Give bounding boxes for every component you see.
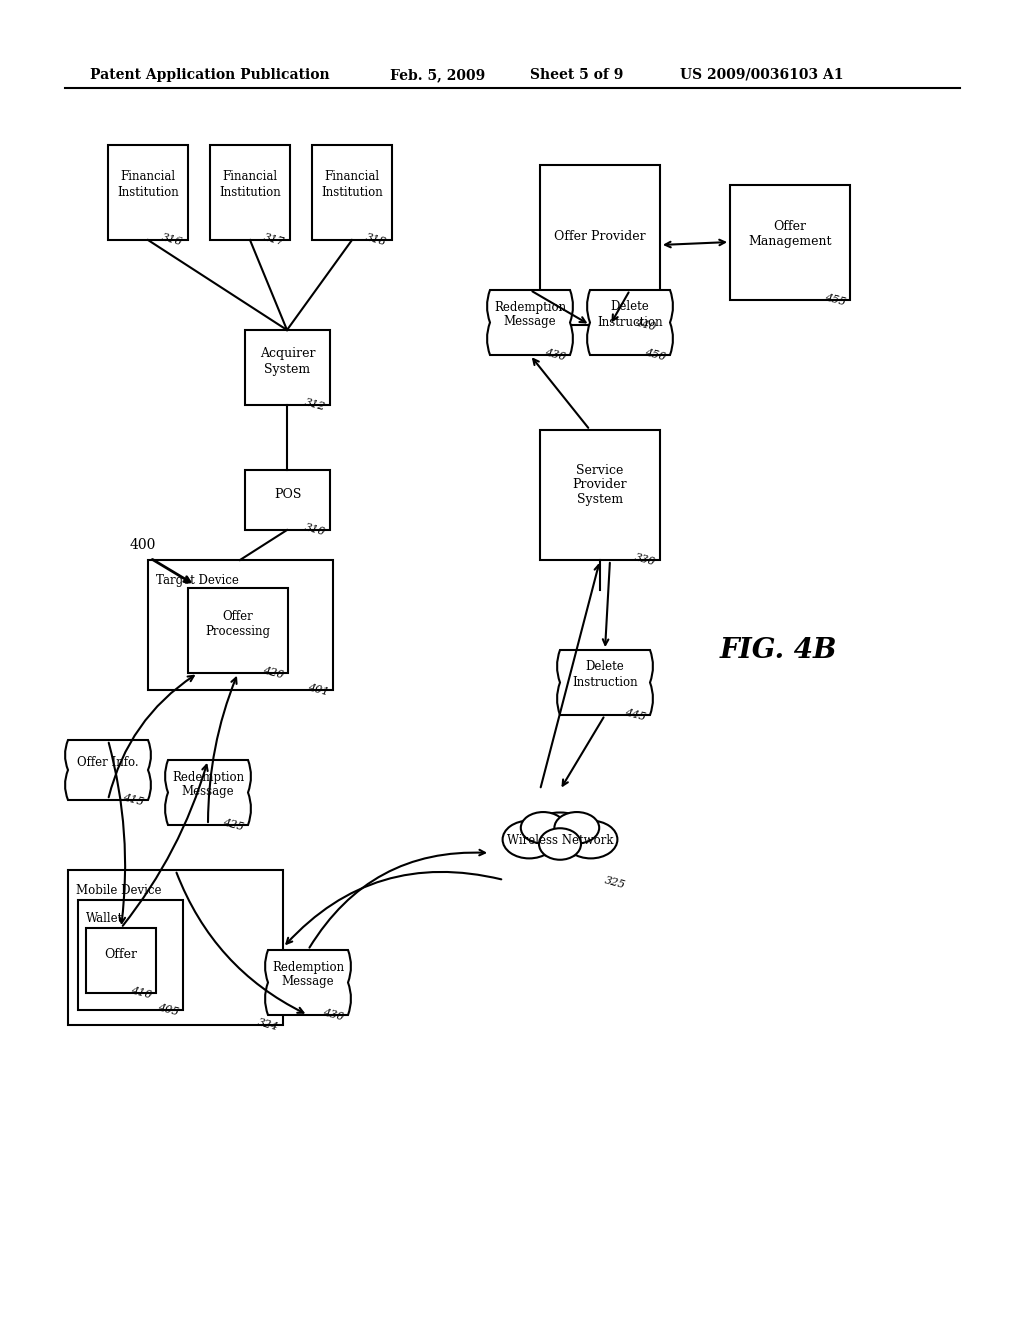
Text: 415: 415	[122, 792, 145, 808]
Text: Redemption
Message: Redemption Message	[494, 301, 566, 329]
Text: Service
Provider
System: Service Provider System	[572, 463, 628, 507]
Text: Target Device: Target Device	[156, 574, 239, 587]
Text: 325: 325	[604, 875, 627, 890]
Text: 430: 430	[544, 347, 567, 362]
Text: Offer
Management: Offer Management	[749, 220, 831, 248]
Text: Sheet 5 of 9: Sheet 5 of 9	[530, 69, 624, 82]
Text: 405: 405	[157, 1002, 180, 1018]
Text: 420: 420	[262, 665, 285, 680]
Text: Redemption
Message: Redemption Message	[172, 771, 244, 799]
PathPatch shape	[487, 290, 573, 355]
Text: 310: 310	[304, 521, 327, 537]
PathPatch shape	[65, 741, 151, 800]
Ellipse shape	[539, 828, 581, 859]
Text: Redemption
Message: Redemption Message	[272, 961, 344, 989]
Text: Delete
Instruction: Delete Instruction	[572, 660, 638, 689]
Text: 455: 455	[823, 292, 847, 308]
FancyBboxPatch shape	[108, 145, 188, 240]
Text: Offer Provider: Offer Provider	[554, 231, 646, 243]
Text: 440: 440	[634, 317, 657, 333]
Text: 317: 317	[263, 232, 286, 247]
Ellipse shape	[554, 812, 599, 843]
FancyBboxPatch shape	[148, 560, 333, 690]
PathPatch shape	[165, 760, 251, 825]
Text: 430: 430	[322, 1007, 345, 1022]
Text: 318: 318	[365, 232, 388, 247]
Text: Offer: Offer	[104, 948, 137, 961]
Text: 330: 330	[634, 552, 657, 568]
Text: Patent Application Publication: Patent Application Publication	[90, 69, 330, 82]
Text: Financial
Institution: Financial Institution	[219, 170, 281, 198]
FancyBboxPatch shape	[86, 928, 156, 993]
Text: 312: 312	[304, 397, 327, 412]
FancyBboxPatch shape	[245, 470, 330, 531]
Text: Financial
Institution: Financial Institution	[117, 170, 179, 198]
PathPatch shape	[587, 290, 673, 355]
Text: Wireless Network: Wireless Network	[507, 833, 613, 846]
Text: 324: 324	[257, 1016, 280, 1032]
FancyBboxPatch shape	[730, 185, 850, 300]
Text: 425: 425	[222, 817, 245, 832]
Text: Offer Info.: Offer Info.	[77, 755, 139, 768]
Text: 400: 400	[130, 539, 157, 552]
Text: US 2009/0036103 A1: US 2009/0036103 A1	[680, 69, 844, 82]
Ellipse shape	[564, 821, 617, 858]
FancyBboxPatch shape	[68, 870, 283, 1026]
Text: Mobile Device: Mobile Device	[76, 884, 162, 898]
PathPatch shape	[265, 950, 351, 1015]
Text: Financial
Institution: Financial Institution	[322, 170, 383, 198]
Text: 316: 316	[161, 232, 184, 247]
Text: Wallet: Wallet	[86, 912, 123, 925]
FancyBboxPatch shape	[210, 145, 290, 240]
Text: POS: POS	[273, 487, 301, 500]
FancyBboxPatch shape	[540, 165, 660, 325]
FancyBboxPatch shape	[188, 587, 288, 673]
Ellipse shape	[503, 821, 556, 858]
Text: 401: 401	[307, 682, 330, 697]
Text: 450: 450	[644, 347, 667, 362]
Text: Acquirer
System: Acquirer System	[260, 347, 315, 375]
Ellipse shape	[525, 813, 595, 858]
Text: FIG. 4B: FIG. 4B	[720, 636, 838, 664]
Text: 410: 410	[130, 985, 153, 1001]
Text: 445: 445	[624, 708, 647, 722]
Text: Delete
Instruction: Delete Instruction	[597, 301, 663, 329]
FancyBboxPatch shape	[312, 145, 392, 240]
FancyBboxPatch shape	[540, 430, 660, 560]
FancyBboxPatch shape	[245, 330, 330, 405]
PathPatch shape	[557, 649, 653, 715]
Ellipse shape	[521, 812, 565, 843]
FancyBboxPatch shape	[78, 900, 183, 1010]
Text: Feb. 5, 2009: Feb. 5, 2009	[390, 69, 485, 82]
Text: Offer
Processing: Offer Processing	[206, 610, 270, 639]
